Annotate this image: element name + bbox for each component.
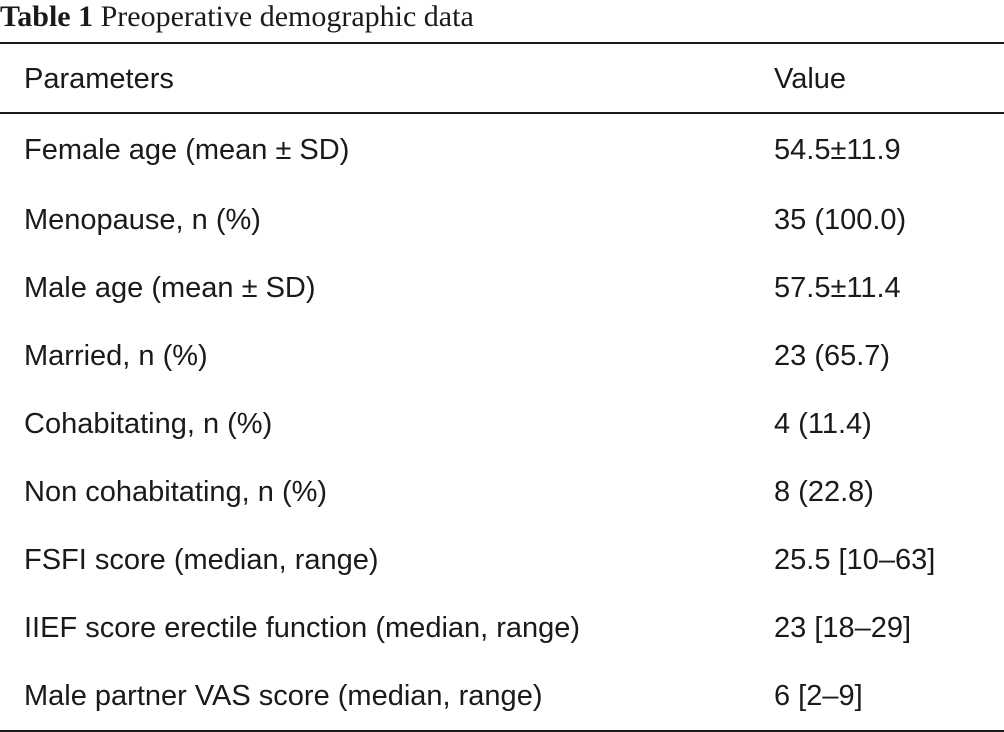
parameter-cell: Non cohabitating, n (%) (24, 476, 328, 508)
table-row: Menopause, n (%) 35 (100.0) (0, 186, 1004, 254)
parameter-cell: Male age (mean ± SD) (24, 272, 316, 304)
table-row: Male age (mean ± SD) 57.5±11.4 (0, 254, 1004, 322)
value-cell: 23 (65.7) (774, 340, 891, 372)
table-row: IIEF score erectile function (median, ra… (0, 594, 1004, 662)
table-header-row: Parameters Value (0, 44, 1004, 114)
value-cell: 8 (22.8) (774, 476, 874, 508)
table-caption: Table 1 Preoperative demographic data (0, 0, 474, 40)
table-row: Female age (mean ± SD) 54.5±11.9 (0, 114, 1004, 186)
parameter-cell: IIEF score erectile function (median, ra… (24, 612, 581, 644)
value-cell: 25.5 [10–63] (774, 544, 936, 576)
parameter-cell: Married, n (%) (24, 340, 208, 372)
table-caption-title: Preoperative demographic data (100, 0, 474, 33)
value-cell: 23 [18–29] (774, 612, 912, 644)
table-caption-label: Table 1 (0, 0, 94, 33)
column-header-value: Value (774, 63, 847, 95)
table-row: FSFI score (median, range) 25.5 [10–63] (0, 526, 1004, 594)
table-row: Male partner VAS score (median, range) 6… (0, 662, 1004, 730)
table-row: Cohabitating, n (%) 4 (11.4) (0, 390, 1004, 458)
value-cell: 4 (11.4) (774, 408, 872, 440)
table-row: Married, n (%) 23 (65.7) (0, 322, 1004, 390)
value-cell: 54.5±11.9 (774, 134, 901, 166)
demographic-table: Parameters Value Female age (mean ± SD) … (0, 42, 1004, 732)
value-cell: 57.5±11.4 (774, 272, 901, 304)
parameter-cell: Male partner VAS score (median, range) (24, 680, 543, 712)
column-header-parameters: Parameters (24, 63, 174, 95)
table-row: Non cohabitating, n (%) 8 (22.8) (0, 458, 1004, 526)
parameter-cell: Cohabitating, n (%) (24, 408, 273, 440)
parameter-cell: Female age (mean ± SD) (24, 134, 350, 166)
value-cell: 6 [2–9] (774, 680, 863, 712)
parameter-cell: FSFI score (median, range) (24, 544, 379, 576)
value-cell: 35 (100.0) (774, 204, 907, 236)
parameter-cell: Menopause, n (%) (24, 204, 261, 236)
